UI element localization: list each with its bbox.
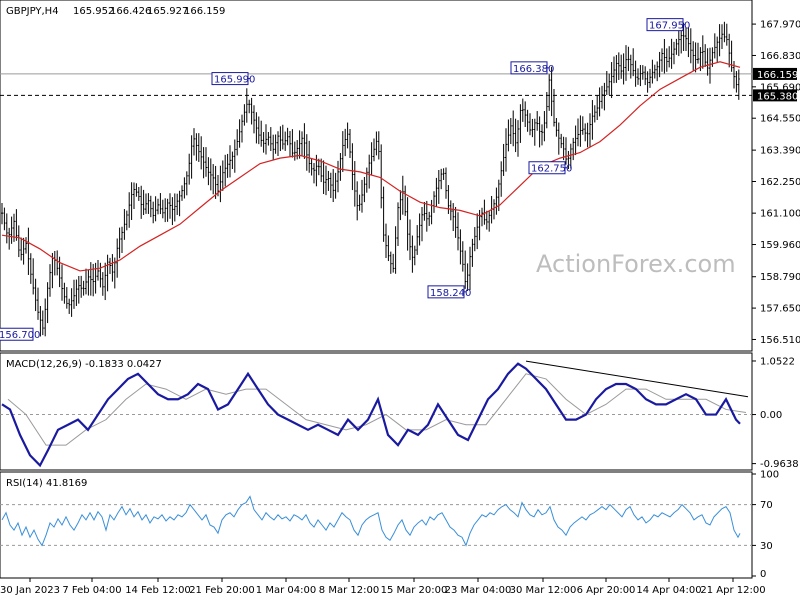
time-tick-label: 7 Feb 04:00 [62,585,121,596]
rsi-tick-label: 30 [760,541,773,552]
support-price-label: 165.380 [757,91,798,102]
rsi-panel: RSI(14) 41.8169 100 70 30 0 [0,470,779,580]
time-tick-label: 8 Mar 12:00 [319,585,379,596]
time-tick-label: 1 Mar 04:00 [256,585,316,596]
price-tick-label: 164.550 [760,114,800,125]
price-tick-label: 158.790 [760,272,800,283]
rsi-label: RSI(14) 41.8169 [6,478,87,489]
moving-average-line [1,61,741,272]
time-tick-label: 30 Jan 2023 [0,585,60,596]
annotation-box [510,61,548,75]
price-panel: ActionForex.com GBPJPY,H4 165.952 166.42… [0,0,800,352]
price-tick-label: 161.100 [760,209,800,220]
time-tick-label: 14 Apr 04:00 [636,585,701,596]
macd-main-line [1,362,741,468]
rsi-axis: 100 70 30 0 [0,470,779,580]
macd-tick-label: 1.0522 [760,356,795,367]
rsi-tick-label: 0 [760,569,766,580]
annotation-label: 158.240 [430,288,471,299]
time-tick-label: 23 Mar 04:00 [445,585,512,596]
rsi-tick-label: 100 [760,470,779,481]
price-tick-label: 159.960 [760,240,800,251]
macd-trendline [525,360,749,398]
price-tick-label: 166.830 [760,51,800,62]
symbol-label: GBPJPY,H4 [6,6,59,17]
annotation-box [528,161,566,175]
price-tick-label: 156.510 [760,335,800,346]
rsi-tick-label: 70 [760,500,773,511]
macd-label: MACD(12,26,9) -0.1833 0.0427 [6,359,162,370]
annotation-box [427,285,465,299]
time-tick-label: 14 Feb 12:00 [125,585,191,596]
price-tick-label: 157.650 [760,304,800,315]
ohlc-high: 166.426 [110,6,151,17]
macd-axis: 1.0522 0.00 -0.9638 [0,356,799,470]
annotation-box [646,18,684,32]
macd-signal-line [7,373,747,446]
current-price-badge: 166.159 [753,67,798,81]
annotation-label: 167.950 [649,21,690,32]
time-tick-label: 30 Mar 12:00 [510,585,577,596]
ohlc-low: 165.927 [147,6,188,17]
macd-tick-label: 0.00 [760,410,782,421]
annotation-box [0,327,34,341]
macd-tick-label: -0.9638 [760,459,799,470]
annotation-label: 156.700 [0,330,40,341]
price-tick-label: 167.970 [760,20,800,31]
support-price-badge: 165.380 [753,89,798,102]
rsi-line [1,495,741,547]
time-tick-label: 21 Feb 20:00 [189,585,255,596]
time-tick-label: 21 Apr 12:00 [700,585,765,596]
watermark: ActionForex.com [536,250,736,278]
annotation-label: 166.380 [513,64,554,75]
annotation-label: 162.750 [531,164,572,175]
price-annotations: 156.700 165.990 158.240 166.380 162.750 167.9… [0,18,690,341]
price-bars [1,21,740,337]
price-axis: 167.970 166.830 165.690 164.550 163.390 162.2… [752,20,800,346]
annotation-label: 165.990 [214,75,255,86]
macd-panel: MACD(12,26,9) -0.1833 0.0427 1.0522 0.00 -… [0,352,799,471]
annotation-box [211,72,249,86]
time-tick-label: 6 Apr 20:00 [577,585,636,596]
price-tick-label: 165.690 [760,82,800,93]
price-tick-label: 163.390 [760,146,800,157]
current-price-label: 166.159 [757,70,798,81]
price-tick-label: 162.250 [760,177,800,188]
time-tick-label: 15 Mar 20:00 [381,585,448,596]
ohlc-open: 165.952 [73,6,114,17]
ohlc-close: 166.159 [184,6,225,17]
